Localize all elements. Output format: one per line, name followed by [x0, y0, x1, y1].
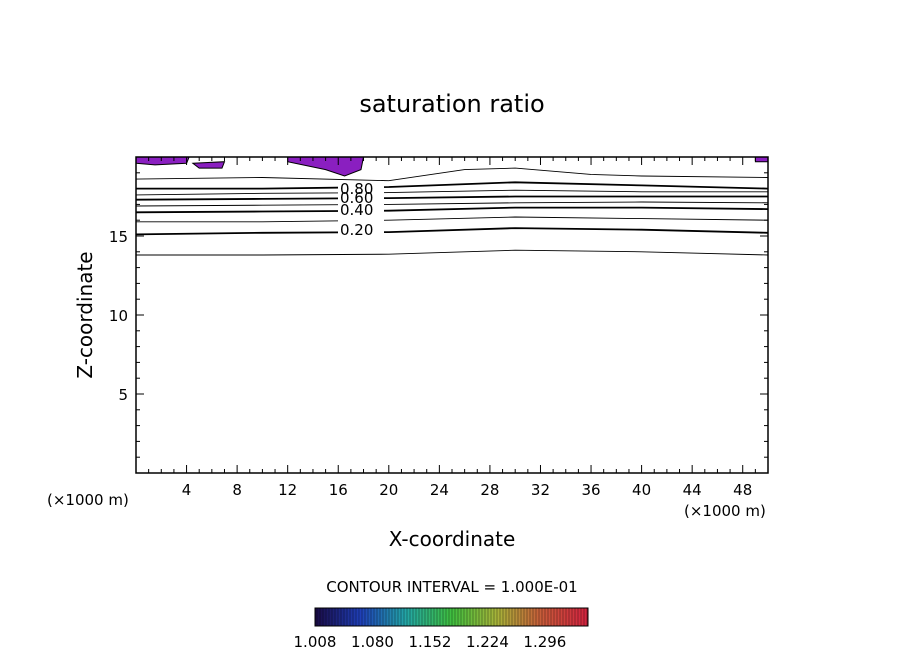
x-tick-label: 36 [581, 481, 600, 499]
x-unit-right: (×1000 m) [684, 502, 766, 520]
contour-interval-label: CONTOUR INTERVAL = 1.000E-01 [326, 578, 577, 596]
y-tick-label: 5 [118, 386, 128, 404]
y-axis-label: Z-coordinate [73, 251, 97, 378]
x-tick-label: 24 [430, 481, 449, 499]
x-tick-label: 20 [379, 481, 398, 499]
x-tick-label: 16 [329, 481, 348, 499]
colorbar-stripes [316, 608, 588, 626]
shaded-region [136, 157, 190, 166]
x-tick-label: 32 [531, 481, 550, 499]
shaded-region-layer [136, 157, 768, 177]
contour-layer [136, 167, 768, 256]
contour-label: 0.60 [340, 189, 373, 207]
x-tick-label: 28 [480, 481, 499, 499]
x-axis-label: X-coordinate [389, 527, 516, 551]
x-tick-label: 40 [632, 481, 651, 499]
contour-label: 0.40 [340, 201, 373, 219]
colorbar-tick-label: 1.152 [408, 633, 451, 651]
x-tick-label: 4 [182, 481, 192, 499]
x-axis-ticks: 4 8 12 16 20 24 28 32 36 40 44 48 [148, 157, 756, 499]
x-tick-label: 12 [278, 481, 297, 499]
x-tick-label: 44 [683, 481, 702, 499]
contour-line [136, 227, 768, 236]
x-tick-label: 48 [733, 481, 752, 499]
colorbar-tick-label: 1.008 [294, 633, 337, 651]
y-tick-label: 15 [109, 228, 128, 246]
x-unit-left: (×1000 m) [47, 491, 129, 509]
plot-frame [135, 156, 769, 474]
contour-line [136, 195, 768, 201]
colorbar-ticks: 1.008 1.080 1.152 1.224 1.296 [294, 633, 567, 651]
contour-line [136, 206, 768, 214]
contour-label: 0.20 [340, 221, 373, 239]
contour-line [136, 167, 768, 182]
shaded-region [191, 161, 226, 169]
colorbar-frame [314, 607, 589, 627]
contour-line [136, 249, 768, 256]
colorbar-tick-label: 1.080 [351, 633, 394, 651]
colorbar-tick-label: 1.224 [466, 633, 509, 651]
contour-line [136, 216, 768, 223]
contour-line [136, 181, 768, 190]
contour-line [136, 201, 768, 207]
chart-title: saturation ratio [359, 90, 544, 118]
x-tick-label: 8 [232, 481, 242, 499]
y-tick-label: 10 [109, 307, 128, 325]
contour-line [136, 189, 768, 196]
colorbar-tick-label: 1.296 [523, 633, 566, 651]
y-axis-ticks: 5 10 15 [109, 172, 768, 458]
contour-label-layer: 0.80 0.60 0.40 0.20 [338, 180, 384, 239]
contour-label: 0.80 [340, 180, 373, 198]
